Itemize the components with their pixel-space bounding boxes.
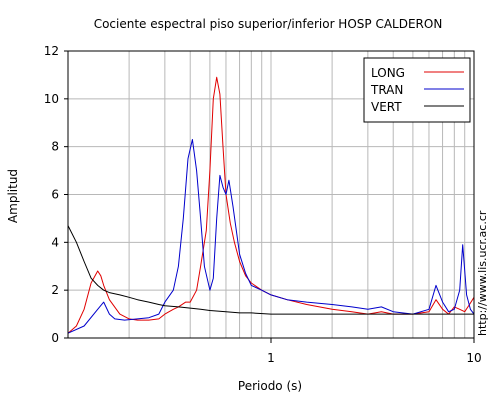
legend-entries: LONG TRAN VERT [370, 66, 464, 114]
chart-title: Cociente espectral piso superior/inferio… [94, 17, 443, 31]
series-line-long [67, 76, 475, 334]
legend-label-long: LONG [371, 66, 405, 80]
y-axis: 0 2 4 6 8 10 12 [44, 44, 68, 345]
y-tick-label: 10 [44, 92, 59, 106]
y-tick-label: 8 [51, 140, 59, 154]
y-tick-label: 12 [44, 44, 59, 58]
legend-box [363, 57, 471, 123]
y-tick-label: 0 [51, 331, 59, 345]
legend-label-vert: VERT [371, 100, 402, 114]
y-tick-label: 4 [51, 235, 59, 249]
x-axis-label: Periodo (s) [238, 379, 302, 393]
x-axis: 1 10 [267, 338, 482, 365]
legend: LONG TRAN VERT [363, 57, 471, 123]
x-tick-label: 10 [466, 351, 481, 365]
series-line-vert [67, 225, 474, 315]
source-watermark: http://www.lis.ucr.ac.cr [476, 210, 489, 336]
y-tick-label: 6 [51, 188, 59, 202]
x-tick-label: 1 [267, 351, 275, 365]
plot-lines [67, 76, 475, 334]
y-tick-label: 2 [51, 283, 59, 297]
y-axis-label: Amplitud [6, 169, 20, 223]
series-line-tran [67, 139, 475, 334]
legend-label-tran: TRAN [370, 83, 403, 97]
